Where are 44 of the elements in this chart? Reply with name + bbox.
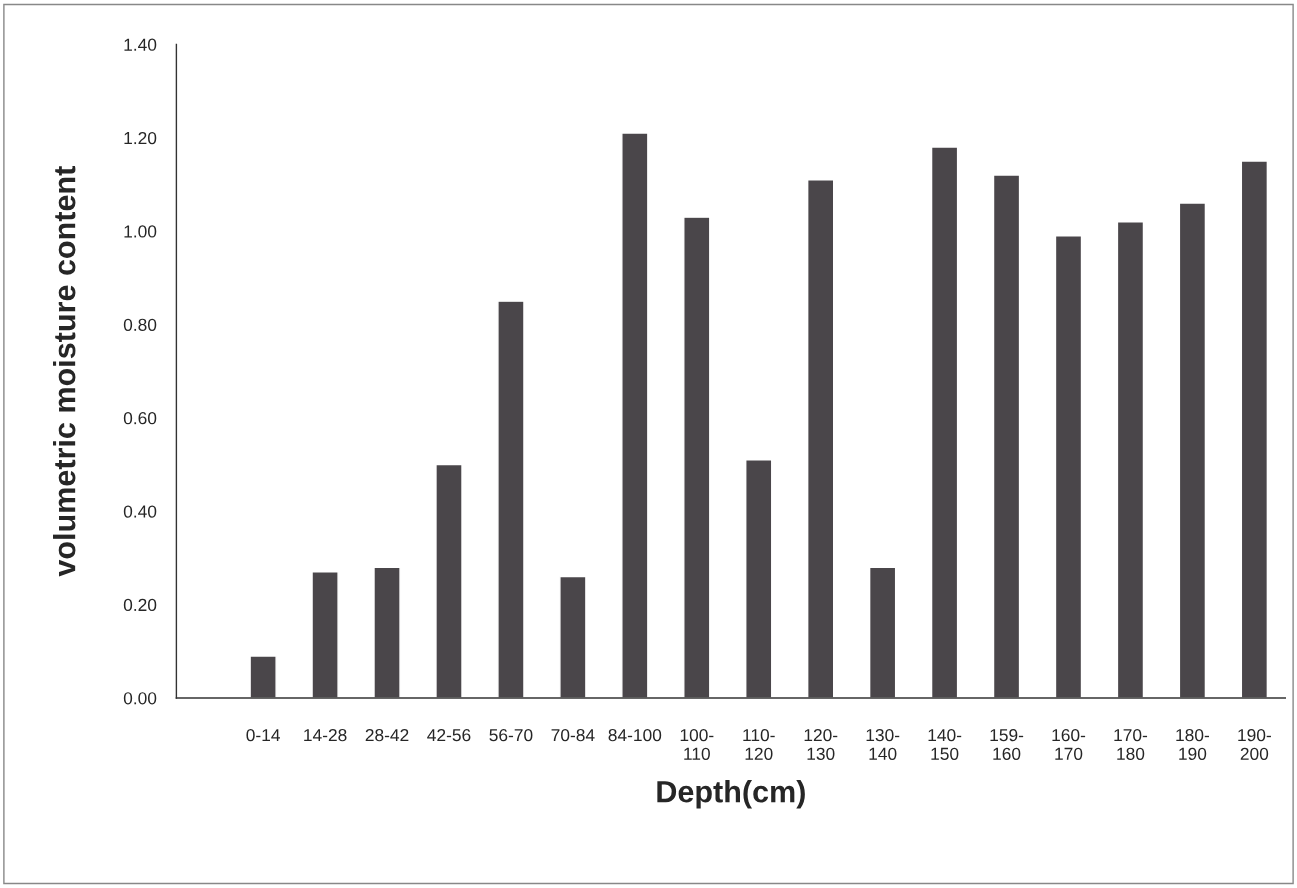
bar [497,300,525,698]
bar [1240,160,1269,698]
bar [373,566,401,698]
bar [1054,235,1083,698]
bar [1178,202,1207,698]
y-tick-label: 1.40 [124,38,157,51]
x-tick-label: 170- 180 [1114,728,1148,760]
bar [868,566,897,698]
x-tick-label: 84-100 [608,728,662,742]
y-tick-label: 0.60 [123,412,157,425]
x-tick-label: 190- 200 [1238,728,1271,760]
y-tick-label: 1.00 [124,225,157,238]
x-tick-label: 130- 140 [866,728,900,760]
bar [435,463,463,698]
bar [559,575,587,698]
bar [249,655,277,698]
bar [683,216,711,698]
y-axis-title: volumetric moisture content [53,166,76,577]
x-tick-label: 42-56 [427,728,471,742]
bar [621,132,649,698]
y-tick-label: 0.20 [123,598,157,612]
x-tick-label: 160- 170 [1052,728,1086,760]
y-tick-label: 1.20 [124,131,157,145]
x-tick-label: 180- 190 [1176,728,1209,760]
bar [806,179,835,698]
x-tick-label: 159- 160 [990,728,1024,760]
bar [745,459,773,698]
x-tick-label: 14-28 [304,728,347,742]
x-tick-label: 120- 130 [804,728,838,760]
x-axis-title: Depth(cm) [657,780,805,809]
x-tick-label: 56-70 [489,728,533,742]
bar [311,571,339,698]
y-tick-label: 0.40 [123,505,157,518]
y-tick-label: 0.00 [123,692,157,705]
x-tick-label: 0-14 [246,728,280,742]
bar [992,174,1021,698]
x-tick-label: 110- 120 [743,728,775,760]
bar [1116,221,1145,698]
x-tick-label: 140- 150 [928,728,962,760]
x-tick-label: 70-84 [551,728,595,742]
y-tick-label: 0.80 [123,318,157,331]
x-tick-label: 28-42 [365,728,409,742]
x-tick-label: 100- 110 [680,728,714,760]
bar [930,146,959,698]
